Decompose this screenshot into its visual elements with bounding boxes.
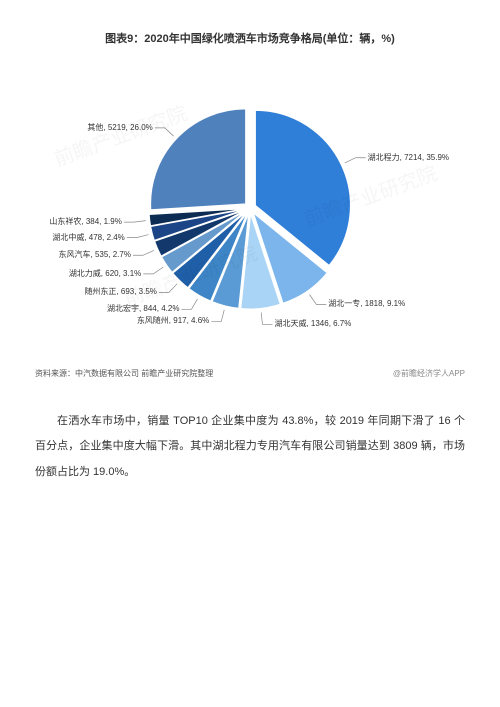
- slice-label: 山东祥农, 384, 1.9%: [49, 217, 121, 227]
- body-paragraph: 在洒水车市场中，销量 TOP10 企业集中度为 43.8%，较 2019 年同期…: [35, 409, 465, 485]
- leader-line: [159, 284, 177, 293]
- slice-label: 东风随州, 917, 4.6%: [137, 316, 209, 326]
- leader-line: [143, 267, 163, 274]
- slice-label: 湖北一专, 1818, 9.1%: [328, 299, 405, 309]
- leader-line: [211, 310, 224, 322]
- slice-label: 湖北程力, 7214, 35.9%: [368, 153, 449, 163]
- slice-label: 湖北力威, 620, 3.1%: [69, 269, 141, 279]
- slice-label: 湖北中威, 478, 2.4%: [52, 233, 124, 243]
- leader-line: [133, 250, 154, 255]
- leader-line: [127, 235, 149, 238]
- source-right: @前瞻经济学人APP: [393, 368, 465, 379]
- leader-line: [345, 158, 366, 163]
- source-row: 资料来源：中汽数据有限公司 前瞻产业研究院整理 @前瞻经济学人APP: [35, 368, 465, 379]
- leader-line: [155, 128, 174, 136]
- source-left: 资料来源：中汽数据有限公司 前瞻产业研究院整理: [35, 368, 213, 379]
- slice-label: 随州东正, 693, 3.5%: [84, 287, 156, 297]
- leader-line: [181, 299, 197, 309]
- slice-label: 湖北天威, 1346, 6.7%: [274, 319, 351, 329]
- leader-line: [124, 221, 146, 222]
- chart-title: 图表9：2020年中国绿化喷洒车市场竞争格局(单位：辆，%): [35, 30, 465, 46]
- slice-label: 其他, 5219, 26.0%: [87, 123, 152, 133]
- pie-slice: [151, 109, 246, 210]
- pie-chart: 湖北程力, 7214, 35.9% 湖北一专, 1818, 9.1% 湖北天威, 1…: [35, 58, 465, 358]
- leader-line: [310, 295, 327, 305]
- slice-label: 东风汽车, 535, 2.7%: [59, 250, 131, 260]
- slice-label: 湖北宏宇, 844, 4.2%: [107, 304, 179, 314]
- leader-line: [261, 312, 272, 324]
